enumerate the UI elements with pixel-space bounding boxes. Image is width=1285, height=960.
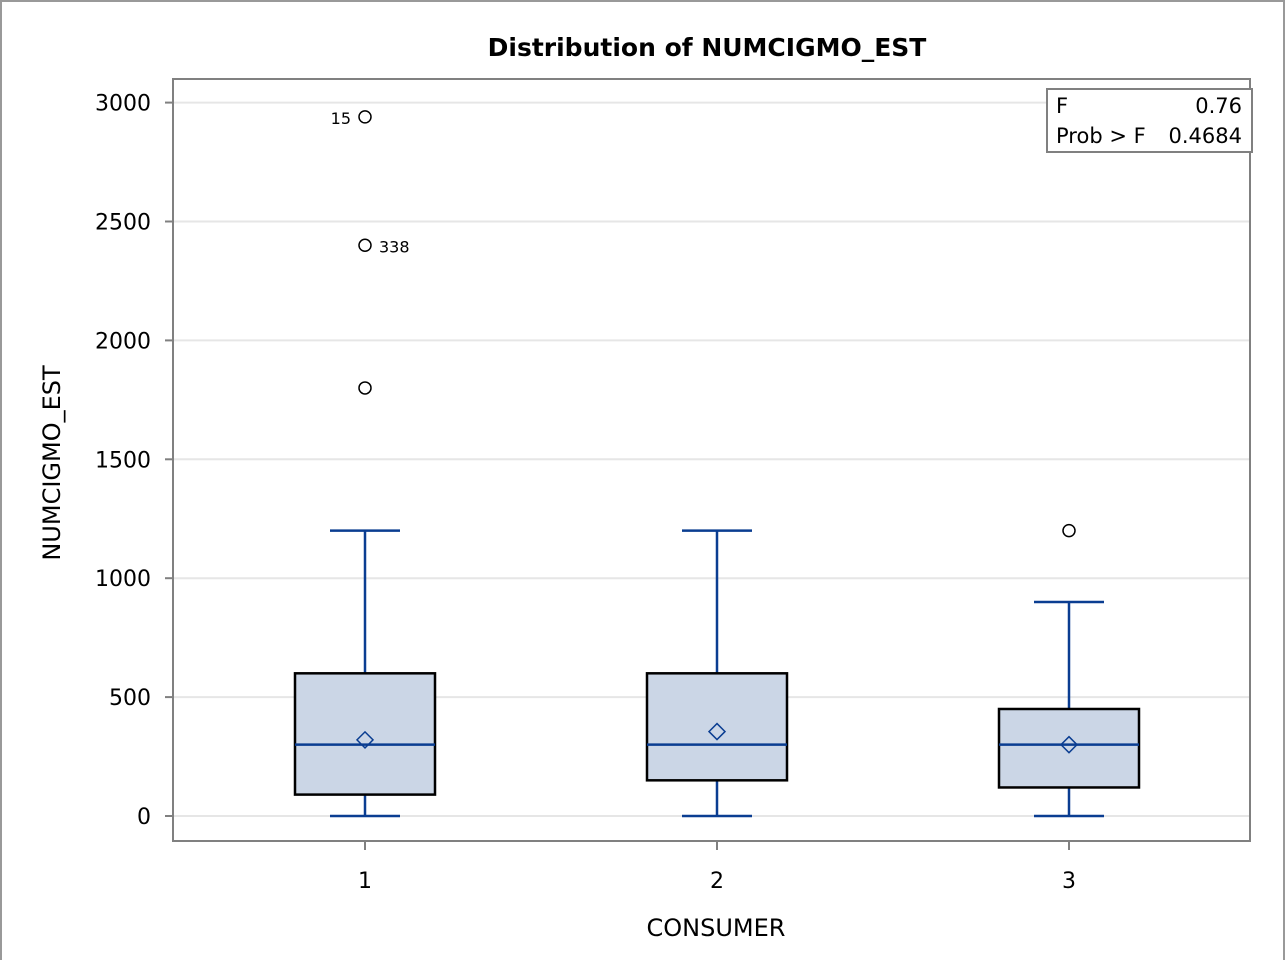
stats-box-border <box>1046 88 1253 153</box>
stats-f-value: 0.76 <box>1195 94 1242 118</box>
box-group: 15 338 <box>293 109 437 818</box>
y-tick-label: 3000 <box>95 92 151 117</box>
y-tick-label: 2500 <box>95 211 151 236</box>
box-group <box>645 529 789 818</box>
mean-marker <box>707 722 727 741</box>
x-tick-label: 1 <box>358 869 372 894</box>
stats-box: F 0.76 Prob > F 0.4684 <box>1046 88 1253 153</box>
box-series: 15 338 <box>293 109 1141 818</box>
stats-prob-value: 0.4684 <box>1169 124 1242 148</box>
box-group <box>997 523 1141 818</box>
outlier-point <box>1062 523 1076 538</box>
y-axis-label: NUMCIGMO_EST <box>38 365 66 561</box>
x-axis-label: CONSUMER <box>647 914 786 942</box>
y-tick-label: 500 <box>109 686 151 711</box>
outlier-label: 338 <box>379 237 410 256</box>
chart-title: Distribution of NUMCIGMO_EST <box>488 33 927 62</box>
box-iqr <box>293 672 437 796</box>
y-tick-label: 2000 <box>95 329 151 354</box>
outlier-point <box>358 381 372 395</box>
y-tick-label: 1500 <box>95 448 151 473</box>
x-axis: 1 2 3 <box>358 841 1076 894</box>
stats-f-label: F <box>1056 94 1068 118</box>
outlier-label: 15 <box>331 109 351 128</box>
outlier-point <box>358 110 372 124</box>
y-axis: 0 500 1000 1500 2000 2500 3000 <box>95 92 173 830</box>
y-tick-label: 1000 <box>95 567 151 592</box>
box-iqr <box>645 672 789 782</box>
outlier-point <box>358 238 372 253</box>
mean-marker <box>1059 735 1079 754</box>
box-iqr <box>997 707 1141 789</box>
y-tick-label: 0 <box>137 805 151 830</box>
stats-prob-label: Prob > F <box>1056 124 1146 148</box>
x-tick-label: 3 <box>1062 869 1076 894</box>
x-tick-label: 2 <box>710 869 724 894</box>
mean-marker <box>355 730 375 749</box>
